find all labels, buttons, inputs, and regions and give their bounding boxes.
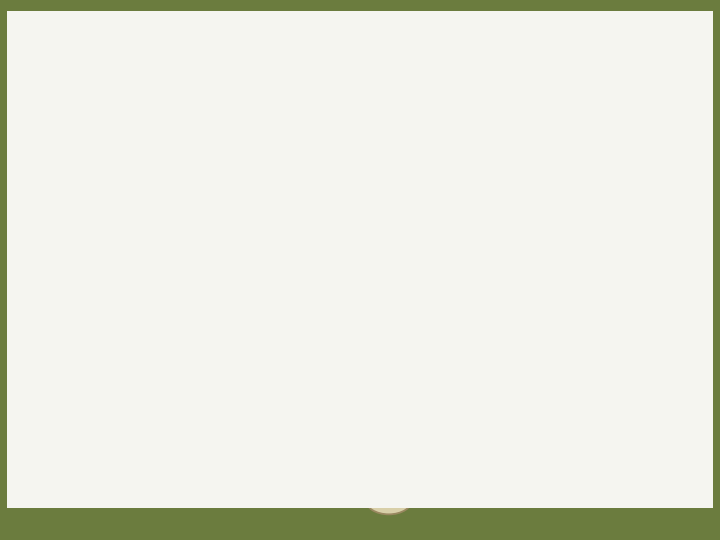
Text: 17: 17	[291, 228, 302, 237]
Text: exit from the brain: lateral paraolivary sulcus: exit from the brain: lateral paraolivary…	[22, 125, 368, 140]
Text: the accessory nerve: the accessory nerve	[583, 368, 669, 377]
Text: Accessory nerve (N. XI.): Accessory nerve (N. XI.)	[228, 25, 492, 45]
Ellipse shape	[382, 190, 443, 236]
Ellipse shape	[577, 176, 632, 224]
FancyBboxPatch shape	[565, 294, 652, 343]
Text: external br. (sternocleidomastoid: external br. (sternocleidomastoid	[22, 284, 275, 299]
FancyBboxPatch shape	[403, 274, 420, 455]
Text: 14: 14	[291, 363, 302, 372]
Text: cranial root (for.jugulare): cranial root (for.jugulare)	[22, 168, 261, 183]
FancyBboxPatch shape	[386, 233, 438, 474]
Ellipse shape	[365, 485, 412, 514]
Text: and  trapezius m.): and trapezius m.)	[22, 306, 161, 321]
FancyBboxPatch shape	[274, 211, 518, 502]
Text: 20: 20	[291, 320, 302, 329]
FancyBboxPatch shape	[554, 251, 662, 300]
FancyBboxPatch shape	[526, 238, 709, 475]
Text: -ventral horn of  C1-C6 – spinal root: -ventral horn of C1-C6 – spinal root	[22, 92, 362, 107]
Text: 12: 12	[648, 265, 660, 275]
Ellipse shape	[402, 197, 422, 230]
Text: 16: 16	[291, 241, 302, 251]
Bar	[595, 200, 621, 254]
Text: Nuclei:   -Nucleus ambiguus /SVE/branchiomotor - cranial root: Nuclei: -Nucleus ambiguus /SVE/branchiom…	[22, 71, 496, 86]
Text: internal br. to n.X. (larynx): internal br. to n.X. (larynx)	[22, 262, 224, 278]
Text: exit from the skull: jugular foramen pars nervosa: exit from the skull: jugular foramen par…	[22, 146, 397, 161]
Text: 15: 15	[291, 256, 302, 266]
Text: 18: 18	[291, 271, 302, 280]
Text: D  Muscles supp lied by: D Muscles supp lied by	[569, 355, 668, 364]
Text: 13: 13	[648, 308, 660, 318]
Ellipse shape	[400, 476, 423, 490]
Text: branches:: branches:	[22, 237, 109, 255]
Text: 19: 19	[291, 298, 302, 307]
Text: spinal root (for. magnum into the skull; for jugulare): spinal root (for. magnum into the skull;…	[22, 190, 468, 205]
